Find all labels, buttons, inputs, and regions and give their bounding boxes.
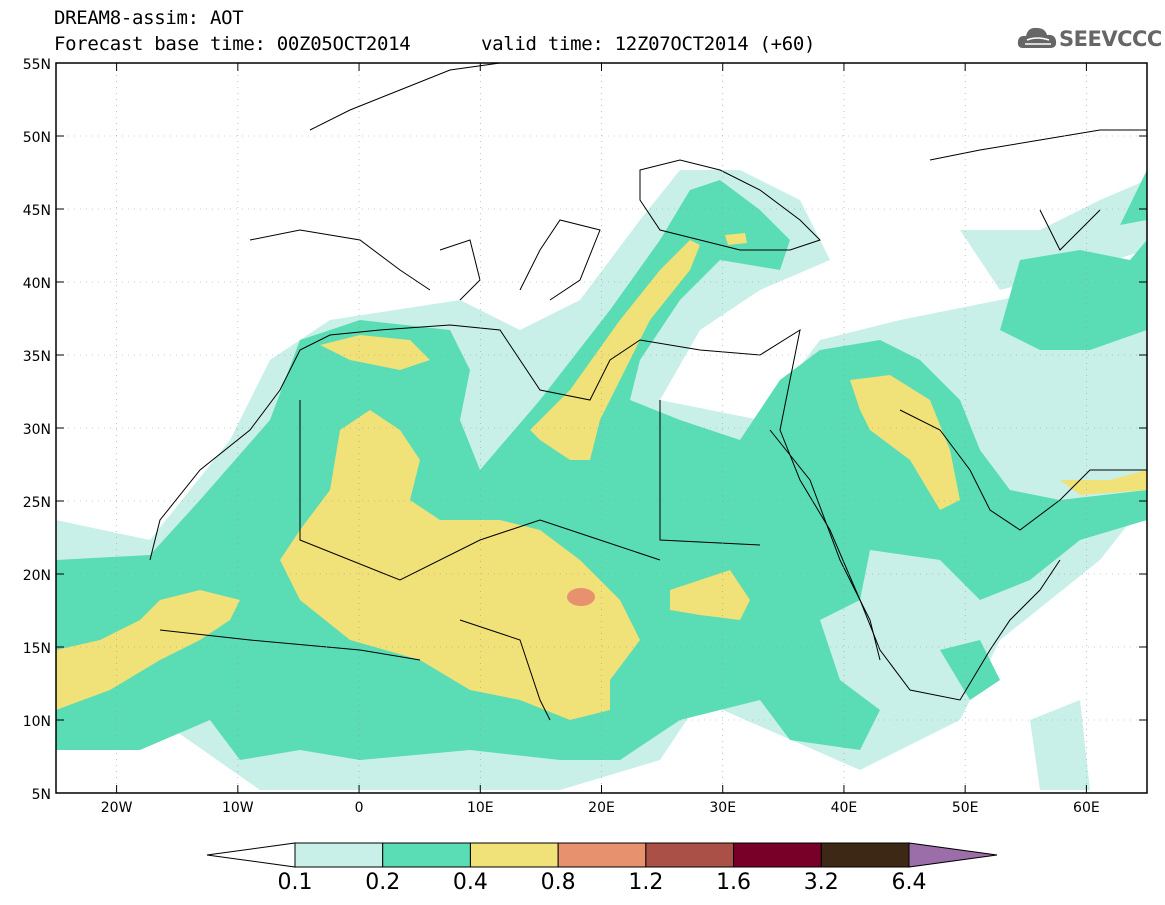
colorbar-level-label: 1.6 <box>716 870 752 895</box>
lon-label: 40E <box>831 800 858 816</box>
lon-label: 0 <box>355 800 364 816</box>
lon-label: 60E <box>1073 800 1100 816</box>
seevccc-logo: SEEVCCC <box>1017 22 1162 56</box>
colorbar-segment <box>294 842 384 868</box>
aot-contour-0.8 <box>567 588 595 606</box>
colorbar-level-label: 3.2 <box>803 870 839 895</box>
colorbar-level-label: 6.4 <box>891 870 927 895</box>
valid-time: valid time: 12Z07OCT2014 (+60) <box>481 33 816 55</box>
aot-field <box>56 63 1147 790</box>
cloud-icon <box>1017 27 1057 48</box>
colorbar-labels: 0.1 0.2 0.4 0.8 1.2 1.6 3.2 6.4 <box>0 870 1165 900</box>
colorbar-level-label: 0.2 <box>365 870 401 895</box>
colorbar-level-label: 1.2 <box>628 870 664 895</box>
forecast-base-time: Forecast base time: 00Z05OCT2014 valid ti… <box>54 33 815 55</box>
map-title: DREAM8-assim: AOT <box>54 7 244 29</box>
lon-label: 30E <box>709 800 736 816</box>
lat-label: 35N <box>23 349 51 365</box>
colorbar <box>206 842 998 868</box>
lon-label: 10E <box>467 800 494 816</box>
colorbar-level-label: 0.4 <box>452 870 488 895</box>
lat-label: 40N <box>23 276 51 292</box>
lat-label: 15N <box>23 641 51 657</box>
colorbar-segment <box>382 842 471 868</box>
colorbar-level-label: 0.8 <box>540 870 576 895</box>
axis-ticks: 5N 10N 15N 20N 25N 30N 35N 40N 45N 50N 55N 20W 10W 0 1… <box>23 57 1147 816</box>
lat-label: 10N <box>23 714 51 730</box>
colorbar-segment <box>820 842 910 868</box>
lat-label: 30N <box>23 422 51 438</box>
colorbar-segment <box>469 842 559 868</box>
coastlines <box>149 63 1147 721</box>
lat-label: 45N <box>23 203 51 219</box>
colorbar-segment <box>557 842 647 868</box>
colorbar-level-label: 0.1 <box>277 870 313 895</box>
lon-label: 20W <box>101 800 133 816</box>
lon-label: 20E <box>588 800 615 816</box>
colorbar-segment <box>645 842 735 868</box>
lat-label: 25N <box>23 495 51 511</box>
lat-label: 20N <box>23 568 51 584</box>
colorbar-extend-left <box>206 842 296 868</box>
lat-label: 55N <box>23 57 51 73</box>
colorbar-segment <box>733 842 822 868</box>
logo-text: SEEVCCC <box>1059 27 1162 51</box>
lat-label: 50N <box>23 130 51 146</box>
lon-label: 10W <box>222 800 254 816</box>
base-time-text: Forecast base time: 00Z05OCT2014 <box>54 33 411 55</box>
lon-label: 50E <box>952 800 979 816</box>
lat-label: 5N <box>32 787 51 803</box>
aot-contour-0.4 <box>56 233 1147 720</box>
colorbar-extend-right <box>908 842 998 868</box>
